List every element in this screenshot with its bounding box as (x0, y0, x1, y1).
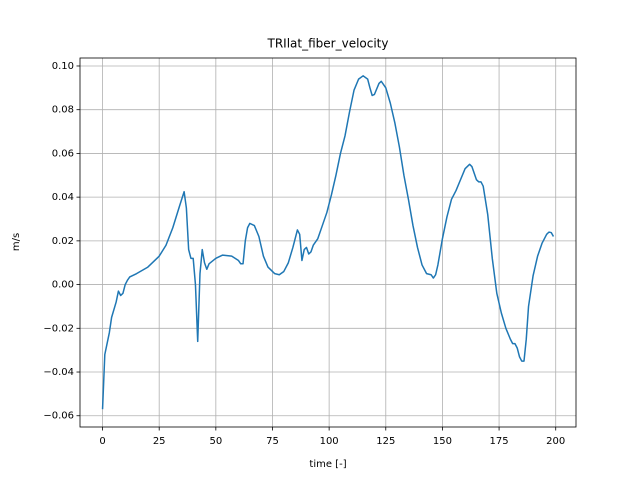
x-tick-label: 175 (490, 436, 509, 447)
y-tick-label: −0.04 (43, 367, 74, 378)
x-tick-label: 200 (546, 436, 565, 447)
x-tick-label: 0 (99, 436, 105, 447)
y-tick-label: 0.00 (52, 280, 74, 291)
y-axis-label: m/s (11, 233, 22, 251)
y-tick-label: 0.06 (52, 148, 74, 159)
y-tick-label: −0.06 (43, 411, 74, 422)
x-tick-label: 125 (376, 436, 395, 447)
chart-title: TRIlat_fiber_velocity (267, 37, 389, 51)
y-tick-label: 0.02 (52, 236, 74, 247)
x-tick-label: 100 (320, 436, 339, 447)
x-tick-label: 150 (433, 436, 452, 447)
y-tick-label: 0.04 (52, 192, 74, 203)
y-tick-label: 0.10 (52, 61, 74, 72)
y-tick-label: 0.08 (52, 105, 74, 116)
x-tick-label: 50 (209, 436, 222, 447)
x-axis-label: time [-] (309, 459, 346, 470)
grid (80, 58, 576, 427)
x-tick-label: 25 (153, 436, 166, 447)
x-tick-label: 75 (266, 436, 279, 447)
plot-frame (79, 57, 577, 428)
data-line (101, 75, 555, 410)
y-tick-label: −0.02 (43, 323, 74, 334)
